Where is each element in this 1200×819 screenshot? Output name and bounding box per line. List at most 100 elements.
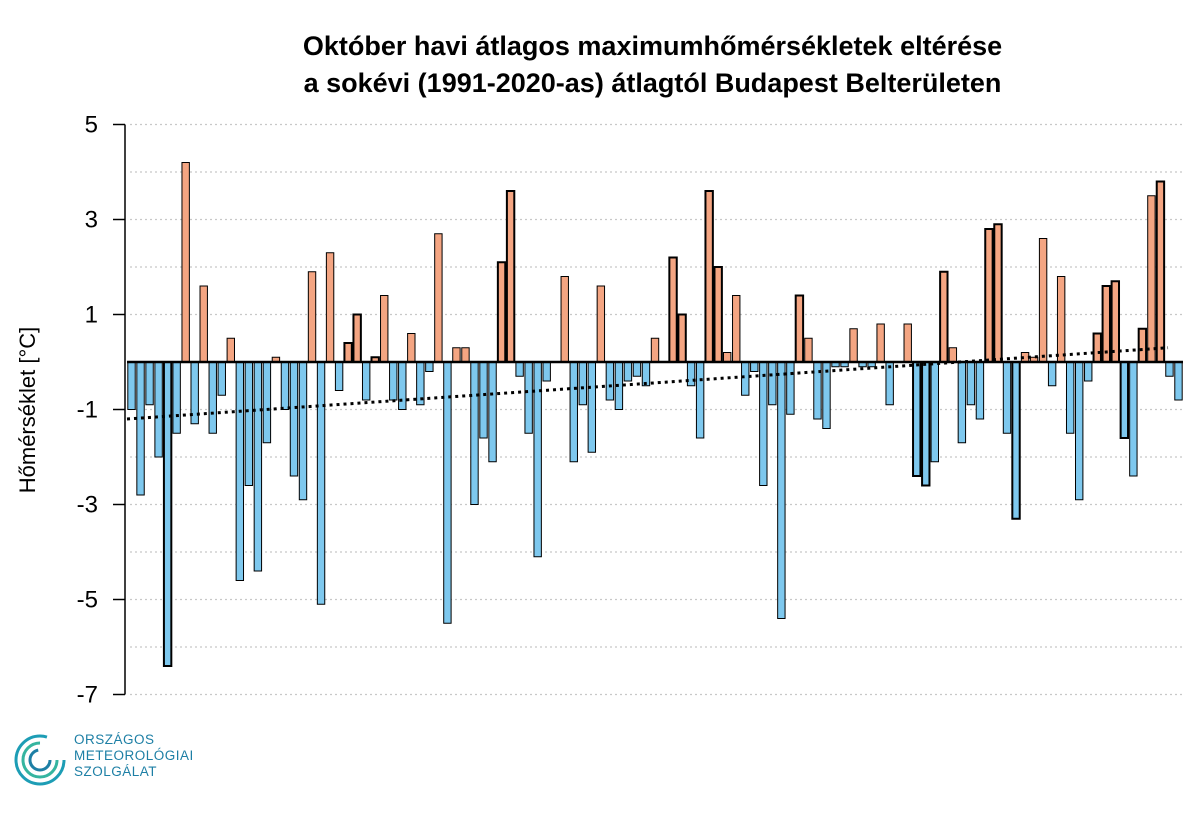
bar	[127, 361, 136, 410]
bar	[361, 361, 371, 401]
bar	[668, 256, 678, 363]
logo-line2: METEOROLÓGIAI	[74, 748, 194, 763]
bar	[903, 323, 912, 363]
y-tick-label: 5	[85, 112, 98, 139]
bar	[1129, 361, 1138, 477]
y-tick-label: -5	[77, 587, 98, 614]
bar	[226, 337, 235, 363]
bar	[199, 285, 208, 363]
bar	[632, 361, 642, 377]
bar	[1119, 361, 1130, 439]
y-tick-label: -1	[77, 397, 98, 424]
bar	[172, 361, 181, 434]
bar	[1065, 361, 1075, 434]
bar	[695, 361, 705, 439]
bar	[750, 361, 759, 372]
bar	[1155, 180, 1166, 363]
bar	[1110, 280, 1121, 363]
bar	[741, 361, 750, 396]
bar	[948, 347, 958, 363]
bar	[1075, 361, 1084, 501]
bar	[677, 313, 687, 363]
bar	[389, 361, 398, 401]
bar	[145, 361, 154, 406]
bar	[452, 347, 461, 363]
bar	[1137, 327, 1148, 363]
bar	[804, 337, 813, 363]
bar	[407, 333, 416, 363]
omsz-logo: ORSZÁGOS METEOROLÓGIAI SZOLGÁLAT	[10, 728, 210, 798]
bar	[162, 361, 173, 667]
bar	[768, 361, 777, 406]
bar	[515, 361, 524, 377]
bar	[1011, 361, 1021, 520]
bar	[984, 228, 994, 363]
bar	[524, 361, 533, 434]
bar	[181, 162, 190, 363]
bar	[217, 361, 226, 396]
omsz-logo-icon	[14, 734, 66, 786]
bar	[488, 361, 497, 463]
bar	[307, 271, 317, 363]
trend-line	[126, 346, 1169, 421]
bar	[966, 361, 976, 406]
bar	[398, 361, 407, 410]
bar-series	[127, 162, 1183, 667]
bar	[794, 294, 805, 363]
bar	[560, 276, 569, 363]
omsz-logo-text: ORSZÁGOS METEOROLÓGIAI SZOLGÁLAT	[74, 732, 194, 780]
bar	[470, 361, 479, 505]
bar	[1084, 361, 1093, 382]
bar	[578, 361, 587, 406]
bar	[650, 337, 660, 363]
bar	[759, 361, 768, 486]
chart-title-line2: a sokévi (1991-2020-as) átlagtól Budapes…	[303, 68, 1002, 98]
bar	[623, 361, 633, 382]
bar	[316, 361, 326, 605]
bar	[352, 313, 362, 363]
bar	[154, 361, 163, 458]
bar	[587, 361, 597, 453]
bar	[208, 361, 217, 434]
bar	[380, 295, 389, 363]
bar	[334, 361, 344, 391]
bar	[280, 361, 290, 410]
logo-line3: SZOLGÁLAT	[74, 764, 158, 779]
bar	[244, 361, 254, 486]
bar	[325, 252, 335, 363]
bar	[777, 361, 786, 619]
bar	[732, 295, 741, 363]
bar	[298, 361, 308, 501]
trend-line	[126, 346, 1169, 421]
bar	[686, 361, 696, 387]
chart-title-line1: Október havi átlagos maximumhőmérséklete…	[302, 31, 1003, 61]
bar	[939, 270, 949, 363]
bar	[713, 266, 723, 363]
bar	[443, 361, 452, 624]
y-axis-label: Hőmérséklet [°C]	[15, 326, 40, 494]
bar	[1147, 195, 1156, 363]
bar	[1174, 361, 1183, 401]
y-tick-label: 1	[85, 302, 98, 329]
bar	[1038, 238, 1048, 363]
bar	[975, 361, 985, 420]
bar	[461, 347, 470, 363]
bar	[569, 361, 578, 463]
bar	[289, 361, 299, 477]
bar	[1047, 361, 1057, 387]
bar	[912, 361, 922, 477]
bar	[885, 361, 894, 406]
bar	[434, 233, 443, 363]
bar	[930, 361, 939, 463]
y-axis: 5 3 1 -1 -3 -5 -7	[77, 112, 126, 709]
bar	[542, 361, 551, 382]
bar	[957, 361, 967, 444]
bar	[1092, 332, 1102, 363]
bar	[262, 361, 272, 444]
logo-line1: ORSZÁGOS	[74, 732, 155, 747]
bar	[479, 361, 488, 439]
y-tick-label: 3	[85, 207, 98, 234]
bar	[425, 361, 434, 372]
bar	[1002, 361, 1012, 434]
